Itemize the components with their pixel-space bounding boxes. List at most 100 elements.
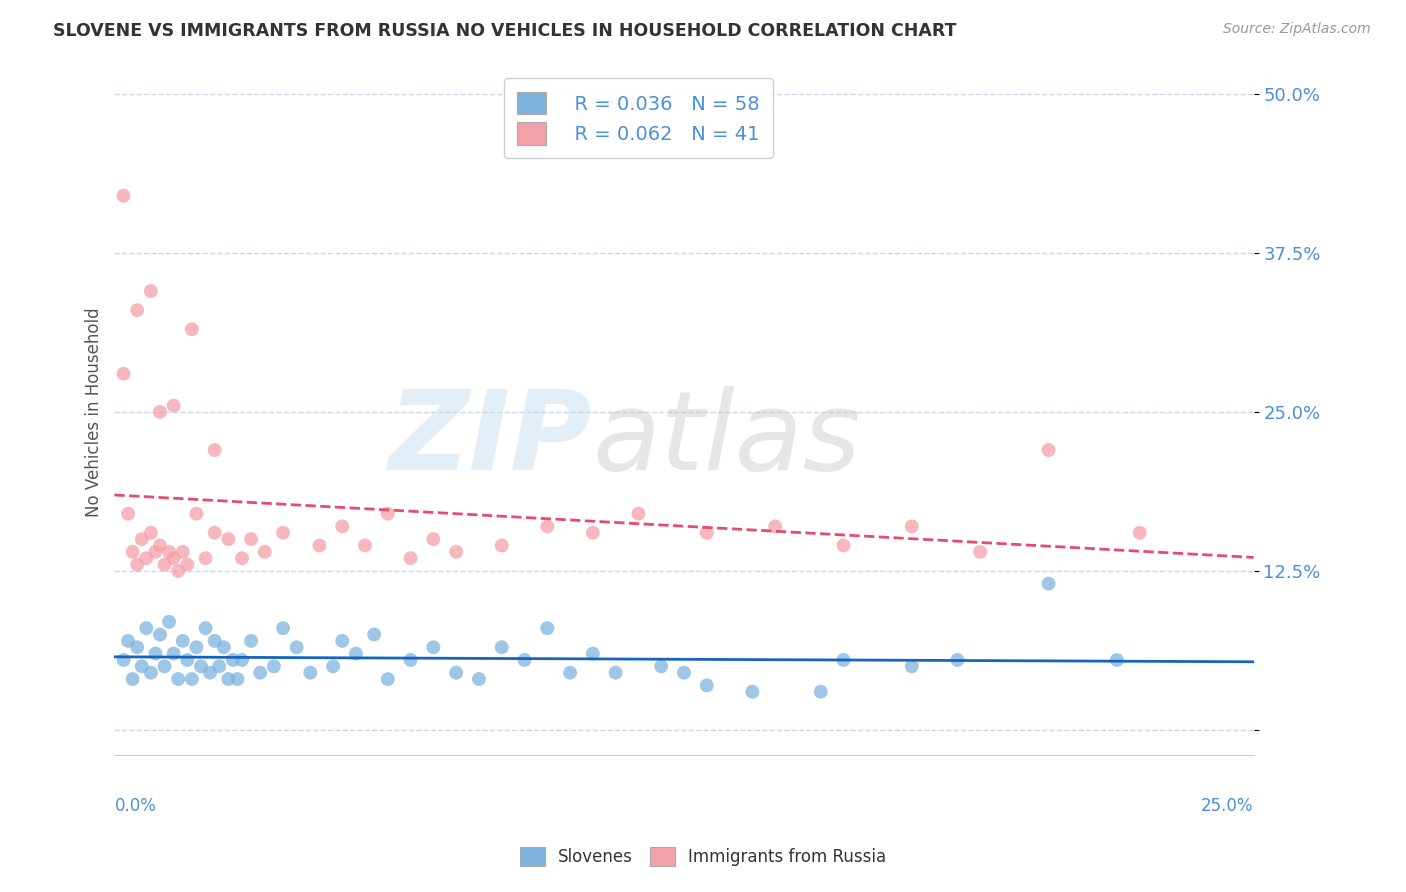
Point <box>149 627 172 641</box>
Point <box>1038 576 1060 591</box>
Point <box>117 507 139 521</box>
Point <box>149 539 172 553</box>
Point <box>672 665 695 680</box>
Point <box>285 640 308 655</box>
Text: SLOVENE VS IMMIGRANTS FROM RUSSIA NO VEHICLES IN HOUSEHOLD CORRELATION CHART: SLOVENE VS IMMIGRANTS FROM RUSSIA NO VEH… <box>53 22 957 40</box>
Point <box>399 653 422 667</box>
Point <box>172 633 194 648</box>
Text: ZIP: ZIP <box>389 386 593 493</box>
Point <box>172 545 194 559</box>
Text: 25.0%: 25.0% <box>1201 797 1254 814</box>
Text: 0.0%: 0.0% <box>114 797 156 814</box>
Point <box>139 284 162 298</box>
Point <box>127 558 149 572</box>
Point <box>139 525 162 540</box>
Point <box>167 564 190 578</box>
Point <box>231 653 253 667</box>
Point <box>131 659 153 673</box>
Point <box>377 507 399 521</box>
Point <box>112 653 135 667</box>
Point <box>176 558 198 572</box>
Legend: Slovenes, Immigrants from Russia: Slovenes, Immigrants from Russia <box>513 840 893 873</box>
Point <box>135 621 157 635</box>
Point <box>946 653 969 667</box>
Point <box>422 532 444 546</box>
Point <box>650 659 672 673</box>
Point <box>190 659 212 673</box>
Point <box>222 653 245 667</box>
Point <box>253 545 276 559</box>
Point <box>117 633 139 648</box>
Point <box>605 665 627 680</box>
Point <box>163 647 186 661</box>
Point <box>204 525 226 540</box>
Text: atlas: atlas <box>593 386 862 493</box>
Point <box>112 188 135 202</box>
Point <box>127 303 149 318</box>
Point <box>157 615 180 629</box>
Point <box>135 551 157 566</box>
Point <box>330 633 353 648</box>
Point <box>322 659 344 673</box>
Point <box>180 322 202 336</box>
Point <box>536 621 558 635</box>
Point <box>145 647 167 661</box>
Point <box>153 659 176 673</box>
Point <box>444 545 467 559</box>
Point <box>1129 525 1152 540</box>
Point <box>249 665 271 680</box>
Point <box>121 545 143 559</box>
Point <box>217 672 239 686</box>
Point <box>198 665 221 680</box>
Point <box>491 640 513 655</box>
Point <box>212 640 235 655</box>
Point <box>149 405 172 419</box>
Point <box>444 665 467 680</box>
Point <box>139 665 162 680</box>
Point <box>969 545 991 559</box>
Point <box>194 621 217 635</box>
Point <box>763 519 786 533</box>
Point <box>468 672 491 686</box>
Point <box>1038 443 1060 458</box>
Point <box>204 633 226 648</box>
Point <box>121 672 143 686</box>
Point <box>810 685 832 699</box>
Y-axis label: No Vehicles in Household: No Vehicles in Household <box>86 307 103 516</box>
Point <box>299 665 322 680</box>
Point <box>582 525 605 540</box>
Point <box>231 551 253 566</box>
Point <box>153 558 176 572</box>
Point <box>330 519 353 533</box>
Legend:   R = 0.036   N = 58,   R = 0.062   N = 41: R = 0.036 N = 58, R = 0.062 N = 41 <box>503 78 773 158</box>
Point <box>832 653 855 667</box>
Point <box>696 525 718 540</box>
Point <box>217 532 239 546</box>
Point <box>208 659 231 673</box>
Point <box>696 678 718 692</box>
Point <box>271 525 294 540</box>
Point <box>901 519 924 533</box>
Point <box>112 367 135 381</box>
Point <box>399 551 422 566</box>
Point <box>344 647 367 661</box>
Point <box>157 545 180 559</box>
Point <box>163 551 186 566</box>
Point <box>204 443 226 458</box>
Point <box>832 539 855 553</box>
Point <box>1105 653 1128 667</box>
Point <box>513 653 536 667</box>
Point <box>558 665 581 680</box>
Point <box>131 532 153 546</box>
Text: Source: ZipAtlas.com: Source: ZipAtlas.com <box>1223 22 1371 37</box>
Point <box>422 640 444 655</box>
Point <box>240 532 263 546</box>
Point <box>354 539 377 553</box>
Point <box>363 627 385 641</box>
Point <box>491 539 513 553</box>
Point <box>263 659 285 673</box>
Point <box>582 647 605 661</box>
Point <box>901 659 924 673</box>
Point <box>186 640 208 655</box>
Point <box>127 640 149 655</box>
